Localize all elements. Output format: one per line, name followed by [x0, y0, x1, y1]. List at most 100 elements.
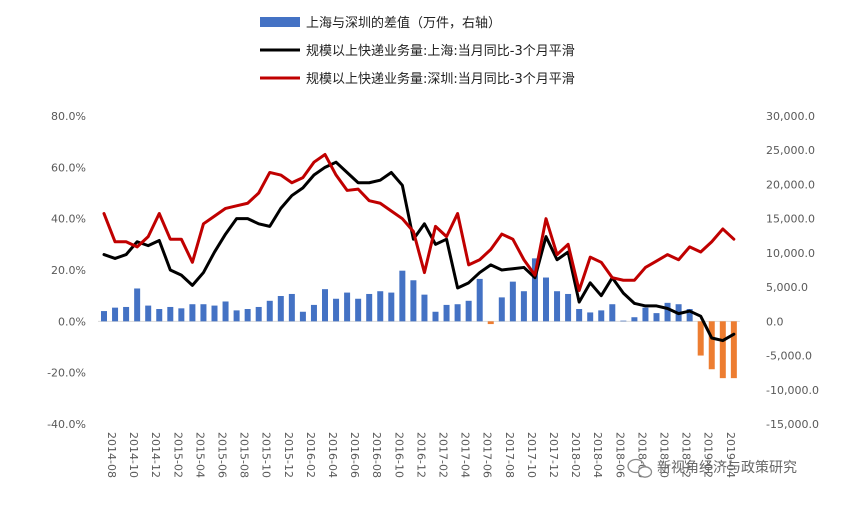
difference-bar: [653, 313, 660, 322]
difference-bar: [520, 291, 527, 322]
legend: 上海与深圳的差值（万件，右轴） 规模以上快递业务量:上海:当月同比-3个月平滑规模…: [260, 15, 575, 87]
difference-bar: [366, 293, 373, 322]
difference-bar: [101, 311, 107, 322]
difference-bar: [465, 300, 472, 322]
left-y-axis: 80.0% 60.0% 40.0% 20.0% 0.0% -20.0% -40.0%: [47, 110, 86, 431]
difference-bars: [101, 258, 737, 379]
difference-bar: [554, 291, 561, 322]
x-tick-label: 2018-04: [591, 432, 604, 478]
right-tick-label: -10,000.0: [766, 384, 819, 397]
legend-label: 上海与深圳的差值（万件，右轴）: [306, 15, 501, 31]
difference-bar: [642, 307, 649, 322]
x-tick-label: 2016-08: [370, 432, 383, 478]
series-line: [102, 153, 736, 293]
x-tick-label: 2015-12: [282, 432, 295, 478]
x-tick-label: 2017-12: [547, 432, 560, 478]
right-tick-label: 10,000.0: [766, 247, 815, 260]
difference-bar: [333, 298, 340, 322]
right-tick-label: 15,000.0: [766, 213, 815, 226]
difference-bar: [509, 281, 516, 322]
difference-bar: [211, 305, 218, 322]
right-tick-label: -15,000.0: [766, 418, 819, 431]
difference-bar: [266, 300, 273, 322]
difference-bar: [531, 258, 538, 322]
difference-bar: [587, 312, 594, 322]
difference-bar: [697, 321, 704, 356]
x-tick-label: 2018-10: [658, 432, 671, 478]
difference-bar: [377, 291, 384, 322]
difference-bar: [576, 309, 583, 322]
difference-bar: [565, 293, 572, 322]
x-tick-label: 2017-06: [481, 432, 494, 478]
right-tick-label: -5,000.0: [766, 350, 812, 363]
difference-bar: [288, 293, 295, 322]
right-tick-label: 30,000.0: [766, 110, 815, 123]
difference-bar: [598, 310, 605, 322]
difference-bar: [487, 321, 494, 325]
difference-bar: [123, 306, 130, 322]
difference-bar: [156, 309, 163, 322]
difference-bar: [134, 288, 141, 322]
x-tick-label: 2017-04: [459, 432, 472, 478]
difference-bar: [730, 321, 737, 379]
left-tick-label: -20.0%: [47, 367, 86, 380]
legend-label: 规模以上快递业务量:上海:当月同比-3个月平滑: [306, 43, 575, 59]
x-tick-label: 2015-04: [193, 432, 206, 478]
left-tick-label: 80.0%: [51, 110, 86, 123]
difference-bar: [344, 292, 351, 322]
watermark-text: 新视角经济与政策研究: [657, 459, 797, 476]
x-tick-label: 2019-04: [724, 432, 737, 478]
difference-bar: [454, 304, 461, 322]
x-tick-label: 2019-02: [702, 432, 715, 478]
difference-bar: [620, 320, 627, 322]
difference-bar: [719, 321, 726, 379]
difference-bar: [244, 309, 251, 322]
difference-bar: [222, 301, 229, 322]
difference-bar: [255, 306, 262, 322]
difference-bar: [432, 311, 439, 322]
x-tick-label: 2016-02: [304, 432, 317, 478]
right-tick-label: 0.0: [766, 315, 784, 328]
x-tick-label: 2014-08: [105, 432, 118, 478]
difference-bar: [200, 304, 207, 322]
difference-bar: [322, 289, 328, 322]
difference-bar: [609, 304, 616, 322]
left-tick-label: 60.0%: [51, 161, 86, 174]
x-tick-label: 2015-02: [171, 432, 184, 478]
difference-bar: [476, 278, 483, 322]
difference-bar: [631, 317, 638, 322]
difference-bar: [355, 298, 362, 322]
series-lines: [102, 153, 736, 343]
difference-bar: [299, 311, 306, 322]
difference-bar: [112, 307, 119, 322]
left-tick-label: -40.0%: [47, 418, 86, 431]
legend-label: 规模以上快递业务量:深圳:当月同比-3个月平滑: [306, 71, 575, 87]
series-line: [102, 160, 736, 343]
x-tick-label: 2017-08: [503, 432, 516, 478]
difference-bar: [421, 294, 428, 322]
watermark: 新视角经济与政策研究: [627, 458, 797, 478]
right-y-axis: 30,000.0 25,000.0 20,000.0 15,000.0 10,000.0…: [766, 110, 819, 431]
wechat-icon: [627, 458, 653, 478]
x-tick-label: 2015-06: [216, 432, 229, 478]
difference-bar: [410, 280, 417, 322]
difference-bar: [189, 304, 196, 322]
difference-bar: [310, 304, 317, 322]
left-tick-label: 20.0%: [51, 264, 86, 277]
x-tick-label: 2016-06: [348, 432, 361, 478]
x-tick-label: 2014-10: [127, 432, 140, 478]
x-tick-label: 2017-10: [525, 432, 538, 478]
difference-bar: [277, 296, 284, 322]
x-tick-label: 2015-10: [260, 432, 273, 478]
x-tick-label: 2016-04: [326, 432, 339, 478]
difference-bar: [443, 304, 450, 322]
difference-bar: [686, 309, 693, 322]
x-tick-label: 2017-02: [437, 432, 450, 478]
difference-bar: [145, 305, 152, 322]
difference-bar: [399, 270, 406, 322]
x-tick-label: 2014-12: [149, 432, 162, 478]
difference-bar: [178, 308, 185, 322]
x-tick-label: 2018-06: [613, 432, 626, 478]
